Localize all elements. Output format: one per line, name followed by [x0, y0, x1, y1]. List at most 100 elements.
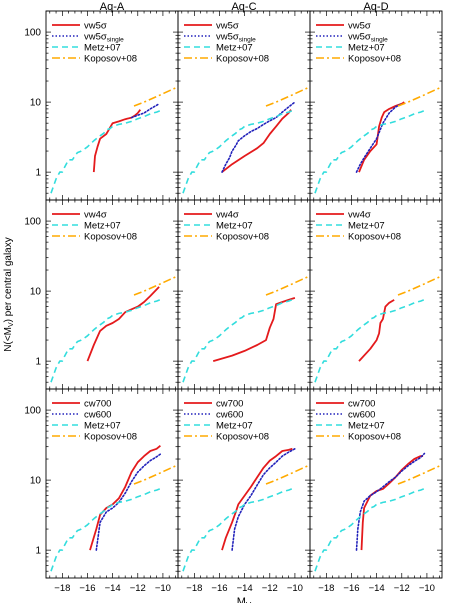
x-axis-label: MV — [237, 596, 252, 603]
y-axis-label-tail: ) per central galaxy — [3, 237, 14, 322]
panel-0-0: 1 10 100 Aq-A vw5σvw5σsingleMetz+07Koposov+0… — [24, 1, 179, 201]
panel-title: Aq-A — [100, 1, 125, 13]
x-tick-label: −16 — [79, 583, 95, 594]
series-line — [182, 108, 296, 194]
y-tick-label: 100 — [24, 28, 41, 39]
legend-label: Metz+07 — [348, 221, 385, 232]
x-tick-label: −10 — [287, 583, 303, 594]
y-tick-label: 100 — [24, 406, 41, 417]
series-line — [360, 455, 424, 551]
y-tick-label: 10 — [30, 476, 42, 487]
legend-label: vw4σ — [84, 210, 107, 221]
legend-label: cw700 — [84, 399, 111, 410]
legend-label: cw600 — [348, 410, 375, 421]
series-line — [314, 297, 428, 383]
legend-label: Metz+07 — [84, 421, 121, 432]
series-line — [231, 447, 296, 551]
x-tick-label: −18 — [318, 583, 334, 594]
legend-label: Koposov+08 — [216, 54, 269, 65]
series-line — [130, 102, 160, 119]
series-line — [133, 464, 178, 485]
x-tick-label: −10 — [155, 583, 171, 594]
series-line — [355, 452, 426, 551]
legend-label: vw5σ — [216, 21, 239, 32]
y-tick-label: 1 — [35, 546, 41, 557]
x-tick-label: −12 — [262, 583, 278, 594]
series-group — [50, 275, 178, 383]
legend-label: Metz+07 — [216, 43, 253, 54]
series-line — [221, 447, 293, 551]
series-line — [133, 275, 178, 296]
legend-label: Metz+07 — [216, 221, 253, 232]
x-axis-label-sub: V — [246, 601, 252, 603]
panel-2-2: −18 −16 −14 −12 −10 cw700cw600Metz+07Koposov+… — [309, 388, 443, 594]
y-axis-label-sub: V — [8, 322, 15, 327]
series-line — [89, 445, 161, 551]
legend-label: vw5σ — [348, 21, 371, 32]
legend-label: Metz+07 — [84, 221, 121, 232]
series-line — [397, 86, 442, 107]
y-tick-label: 1 — [35, 168, 41, 179]
series-line — [212, 297, 296, 362]
x-tick-label: −14 — [237, 583, 253, 594]
series-line — [397, 464, 442, 485]
series-line — [95, 453, 162, 551]
x-tick-label: −12 — [394, 583, 410, 594]
series-line — [355, 102, 403, 173]
x-tick-label: −18 — [186, 583, 202, 594]
legend-label: Koposov+08 — [84, 54, 137, 65]
legend-label: Metz+07 — [84, 43, 121, 54]
x-tick-label: −14 — [369, 583, 385, 594]
series-group — [182, 86, 310, 194]
panel-grid: 1 10 100 Aq-A vw5σvw5σsingleMetz+07Koposov+0… — [24, 1, 443, 594]
legend-label: cw600 — [216, 410, 243, 421]
series-line — [50, 297, 164, 383]
legend-label: Koposov+08 — [216, 432, 269, 443]
series-line — [314, 486, 428, 572]
series-line — [358, 299, 395, 362]
x-tick-label: −10 — [419, 583, 435, 594]
series-line — [92, 109, 142, 173]
series-line — [221, 101, 296, 173]
panel-2-0: 1 10 100 −18 −16 −14 −12 −10 cw700cw600Metz+07Ko… — [24, 388, 179, 594]
legend-label: Koposov+08 — [84, 232, 137, 243]
legend-label: vw4σ — [216, 210, 239, 221]
y-tick-label: 10 — [30, 98, 42, 109]
series-line — [182, 486, 296, 572]
series-group — [50, 86, 178, 194]
legend-label: Koposov+08 — [348, 432, 401, 443]
series-line — [86, 286, 160, 362]
series-line — [221, 109, 292, 173]
y-axis-label-main: N(<M — [3, 327, 14, 352]
y-tick-label: 100 — [24, 217, 41, 228]
panel-frame — [177, 388, 311, 579]
series-group — [182, 447, 310, 572]
panel-frame — [45, 388, 179, 579]
series-group — [50, 445, 178, 572]
series-line — [50, 486, 164, 572]
y-tick-label: 10 — [30, 287, 42, 298]
series-group — [314, 275, 442, 383]
series-line — [265, 464, 310, 485]
series-line — [133, 86, 178, 107]
series-line — [358, 101, 405, 173]
legend-label: Metz+07 — [348, 43, 385, 54]
series-line — [182, 297, 296, 383]
legend-label: cw600 — [84, 410, 111, 421]
legend-label: Metz+07 — [348, 421, 385, 432]
x-tick-label: −16 — [343, 583, 359, 594]
panel-2-1: −18 −16 −14 −12 −10 cw700cw600Metz+07Koposov+… — [177, 388, 311, 594]
